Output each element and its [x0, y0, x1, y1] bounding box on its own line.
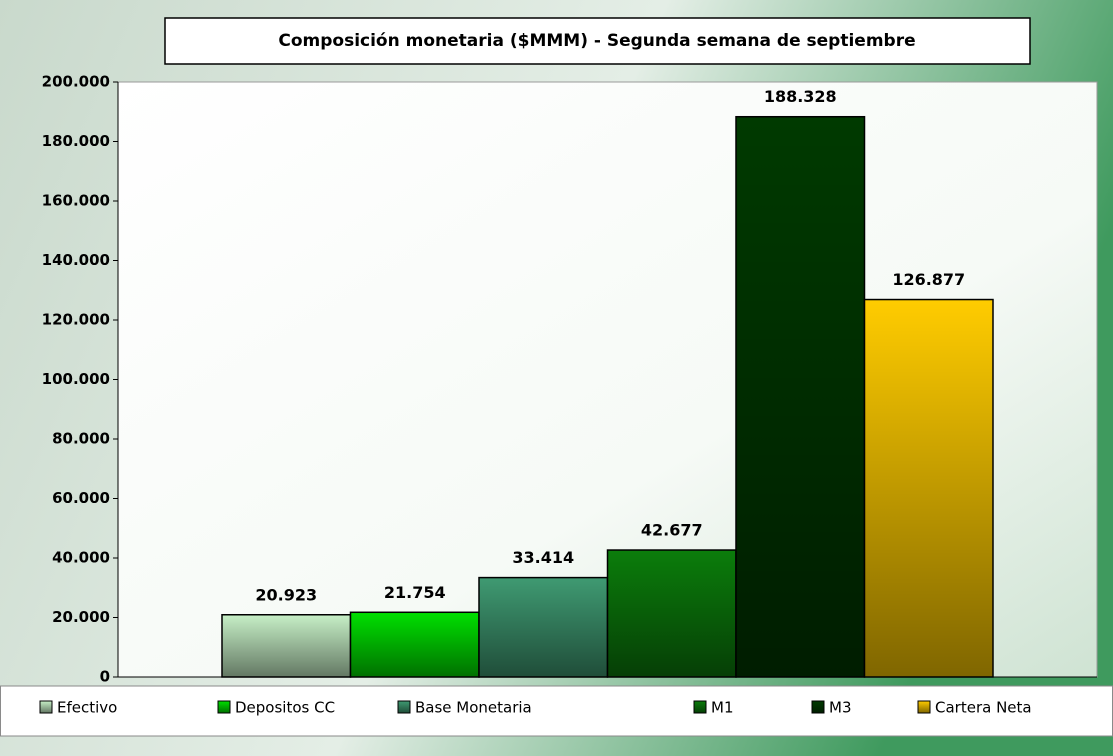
y-tick-label: 60.000 [52, 489, 110, 507]
value-label: 33.414 [512, 548, 574, 567]
value-label: 188.328 [764, 87, 837, 106]
y-tick-label: 40.000 [52, 549, 110, 567]
y-tick-label: 180.000 [42, 132, 110, 150]
legend-label: Efectivo [57, 699, 117, 717]
value-label: 42.677 [641, 521, 703, 540]
legend-marker [693, 700, 707, 714]
legend-label: M3 [829, 699, 852, 717]
y-tick-label: 20.000 [52, 608, 110, 626]
bar [349, 611, 480, 678]
value-label: 21.754 [384, 583, 446, 602]
y-tick-label: 100.000 [42, 370, 110, 388]
legend-label: Depositos CC [235, 699, 335, 717]
y-tick-label: 80.000 [52, 430, 110, 448]
y-tick-label: 120.000 [42, 311, 110, 329]
legend-marker [917, 700, 931, 714]
chart-title: Composición monetaria ($MMM) - Segunda s… [278, 31, 915, 51]
value-label: 20.923 [255, 585, 317, 604]
y-tick-label: 140.000 [42, 251, 110, 269]
bar [863, 298, 994, 678]
legend-label: Cartera Neta [935, 699, 1032, 717]
y-tick-label: 160.000 [42, 192, 110, 210]
legend-marker [811, 700, 825, 714]
y-tick-label: 200.000 [42, 73, 110, 91]
title-box [164, 17, 1031, 65]
bar [735, 115, 866, 678]
value-label: 126.877 [892, 270, 965, 289]
y-tick-label: 0 [100, 668, 110, 686]
legend-label: M1 [711, 699, 734, 717]
bar [221, 614, 352, 678]
legend-marker [397, 700, 411, 714]
bar [606, 549, 737, 678]
legend-label: Base Monetaria [415, 699, 532, 717]
bar [478, 576, 609, 678]
legend-marker [39, 700, 53, 714]
legend-marker [217, 700, 231, 714]
